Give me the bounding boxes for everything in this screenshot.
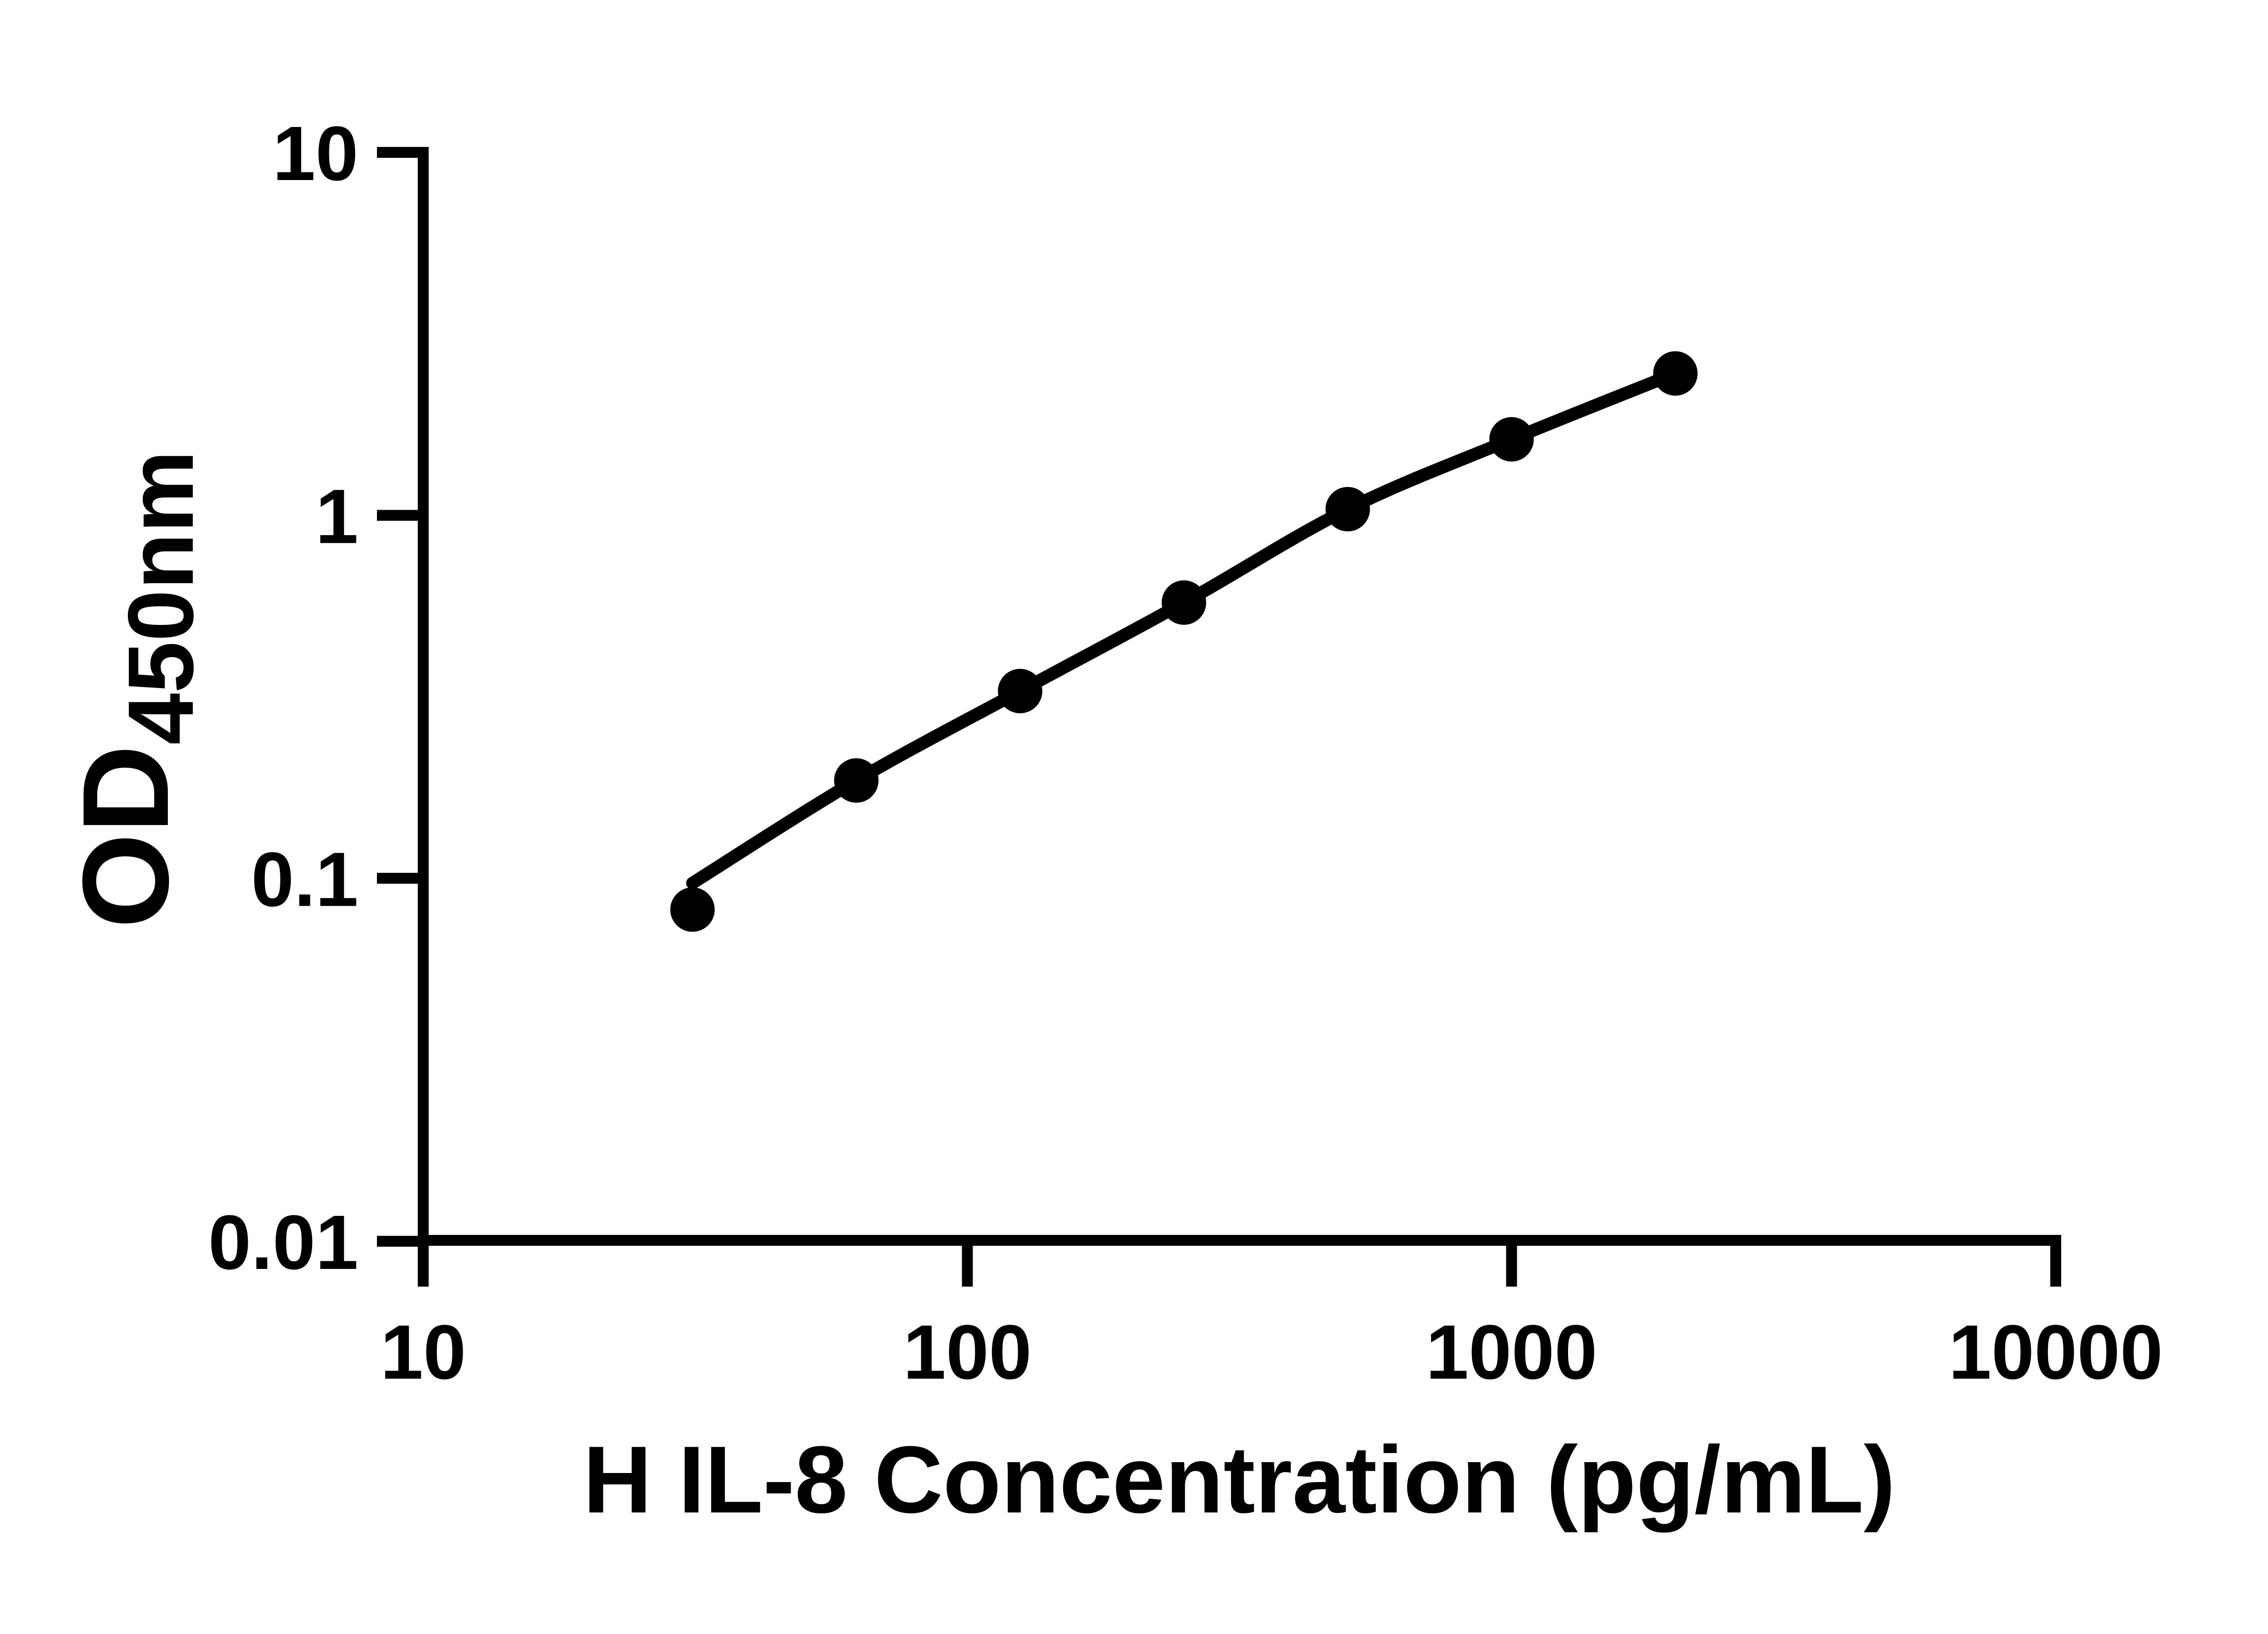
data-point (834, 758, 879, 803)
x-tick-label: 1000 (1426, 1309, 1597, 1395)
data-point (1325, 487, 1370, 532)
data-point (997, 668, 1042, 713)
data-point (1653, 351, 1698, 396)
ticks-layer (377, 147, 2062, 1287)
y-tick-label: 0.01 (208, 1200, 358, 1286)
x-tick-label: 10 (380, 1309, 466, 1395)
data-point (1162, 580, 1207, 625)
x-tick-label: 100 (903, 1309, 1032, 1395)
data-point (1489, 417, 1534, 462)
tick-labels-layer: 10 100 1000 10000 10 1 0.1 0.01 (208, 111, 2163, 1395)
axes-layer (418, 147, 2062, 1287)
y-axis-title-subscript: 450nm (109, 450, 213, 745)
y-axis-title: OD450nm (58, 450, 213, 929)
y-tick-label: 10 (273, 111, 358, 197)
y-axis-title-main: OD (58, 745, 194, 928)
x-tick-label: 10000 (1949, 1309, 2163, 1395)
y-tick-label: 1 (315, 473, 358, 560)
y-tick-label: 0.1 (251, 837, 358, 923)
series-layer (670, 351, 1698, 932)
x-axis-title: H IL-8 Concentration (pg/mL) (583, 1426, 1895, 1533)
data-point (670, 887, 715, 932)
